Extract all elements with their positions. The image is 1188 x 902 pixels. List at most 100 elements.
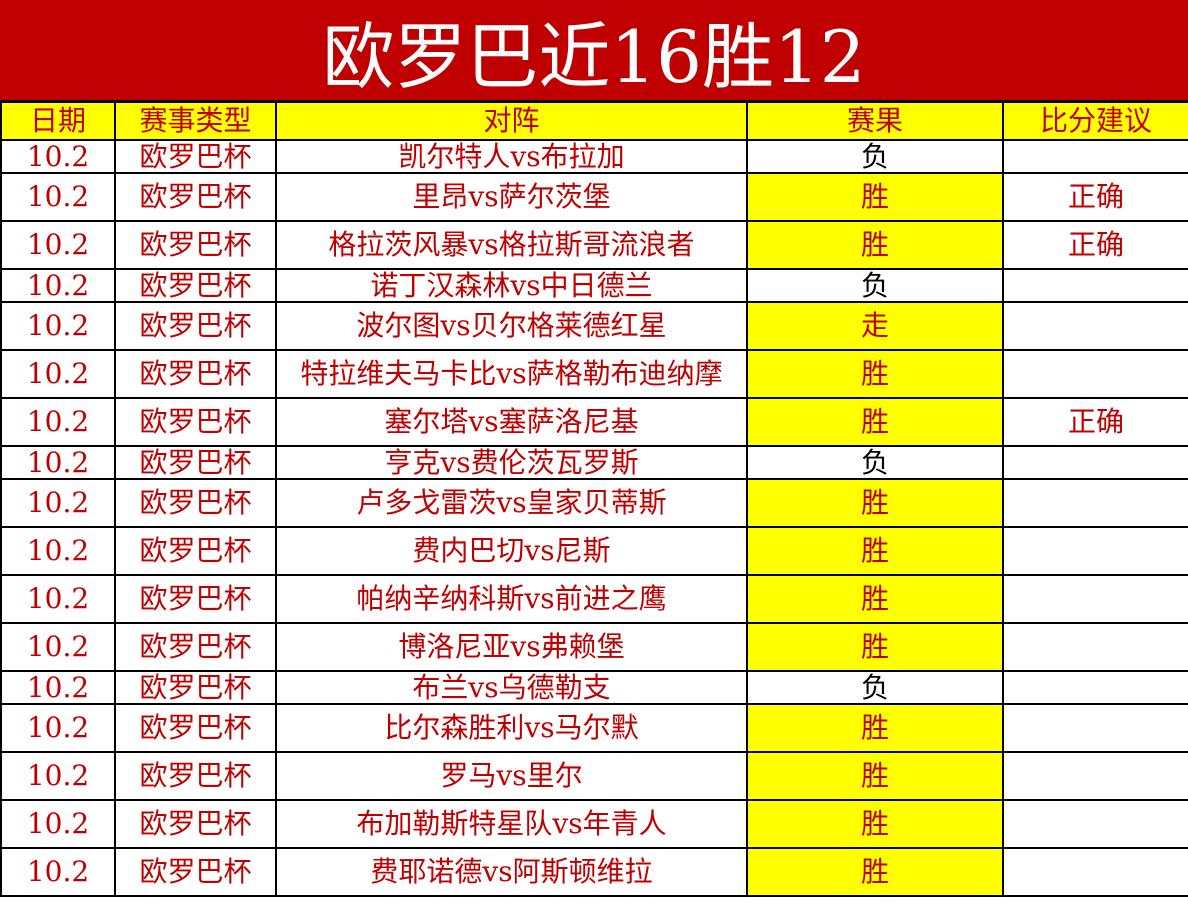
match-cell: 亨克vs费伦茨瓦罗斯 xyxy=(275,445,748,480)
result-cell: 胜 xyxy=(746,703,1004,753)
result-cell: 胜 xyxy=(746,622,1004,672)
league-cell: 欧罗巴杯 xyxy=(114,445,277,480)
result-cell: 胜 xyxy=(746,349,1004,399)
league-cell: 欧罗巴杯 xyxy=(114,526,277,576)
date-cell: 10.2 xyxy=(0,445,116,480)
league-cell: 欧罗巴杯 xyxy=(114,799,277,849)
league-cell: 欧罗巴杯 xyxy=(114,349,277,399)
date-cell: 10.2 xyxy=(0,847,116,897)
suggestion-cell: 正确 xyxy=(1002,220,1188,270)
league-cell: 欧罗巴杯 xyxy=(114,139,277,174)
header-league: 赛事类型 xyxy=(114,101,277,141)
date-cell: 10.2 xyxy=(0,172,116,222)
league-cell: 欧罗巴杯 xyxy=(114,397,277,447)
date-cell: 10.2 xyxy=(0,526,116,576)
suggestion-cell xyxy=(1002,349,1188,399)
match-cell: 博洛尼亚vs弗赖堡 xyxy=(275,622,748,672)
match-cell: 里昂vs萨尔茨堡 xyxy=(275,172,748,222)
header-date: 日期 xyxy=(0,101,116,141)
league-cell: 欧罗巴杯 xyxy=(114,670,277,705)
league-cell: 欧罗巴杯 xyxy=(114,751,277,801)
date-cell: 10.2 xyxy=(0,220,116,270)
suggestion-cell xyxy=(1002,670,1188,705)
header-suggestion: 比分建议 xyxy=(1002,101,1188,141)
suggestion-cell: 正确 xyxy=(1002,172,1188,222)
league-cell: 欧罗巴杯 xyxy=(114,574,277,624)
result-cell: 胜 xyxy=(746,847,1004,897)
suggestion-cell xyxy=(1002,139,1188,174)
date-cell: 10.2 xyxy=(0,670,116,705)
match-cell: 波尔图vs贝尔格莱德红星 xyxy=(275,301,748,351)
table-row: 10.2 欧罗巴杯 比尔森胜利vs马尔默胜 xyxy=(0,703,1188,753)
result-cell: 胜 xyxy=(746,172,1004,222)
match-cell: 诺丁汉森林vs中日德兰 xyxy=(275,268,748,303)
header-match: 对阵 xyxy=(275,101,748,141)
table-row: 10.2 欧罗巴杯 罗马vs里尔胜 xyxy=(0,751,1188,801)
suggestion-cell xyxy=(1002,445,1188,480)
match-cell: 费耶诺德vs阿斯顿维拉 xyxy=(275,847,748,897)
result-cell: 负 xyxy=(746,268,1004,303)
table-row: 10.2 欧罗巴杯 凯尔特人vs布拉加负 xyxy=(0,139,1188,174)
match-cell: 罗马vs里尔 xyxy=(275,751,748,801)
league-cell: 欧罗巴杯 xyxy=(114,703,277,753)
match-cell: 费内巴切vs尼斯 xyxy=(275,526,748,576)
date-cell: 10.2 xyxy=(0,799,116,849)
suggestion-cell xyxy=(1002,847,1188,897)
table-row: 10.2 欧罗巴杯 费内巴切vs尼斯胜 xyxy=(0,526,1188,576)
table-row: 10.2 欧罗巴杯 特拉维夫马卡比vs萨格勒布迪纳摩胜 xyxy=(0,349,1188,399)
date-cell: 10.2 xyxy=(0,301,116,351)
suggestion-cell xyxy=(1002,526,1188,576)
table-row: 10.2 欧罗巴杯 布加勒斯特星队vs年青人胜 xyxy=(0,799,1188,849)
match-cell: 特拉维夫马卡比vs萨格勒布迪纳摩 xyxy=(275,349,748,399)
league-cell: 欧罗巴杯 xyxy=(114,220,277,270)
date-cell: 10.2 xyxy=(0,574,116,624)
table-row: 10.2 欧罗巴杯 博洛尼亚vs弗赖堡胜 xyxy=(0,622,1188,672)
table-row: 10.2 欧罗巴杯 塞尔塔vs塞萨洛尼基胜正确 xyxy=(0,397,1188,447)
table-row: 10.2 欧罗巴杯 里昂vs萨尔茨堡胜正确 xyxy=(0,172,1188,222)
result-cell: 负 xyxy=(746,445,1004,480)
date-cell: 10.2 xyxy=(0,349,116,399)
suggestion-cell xyxy=(1002,751,1188,801)
table-row: 10.2 欧罗巴杯 帕纳辛纳科斯vs前进之鹰胜 xyxy=(0,574,1188,624)
suggestion-cell xyxy=(1002,574,1188,624)
match-cell: 塞尔塔vs塞萨洛尼基 xyxy=(275,397,748,447)
table-row: 10.2 欧罗巴杯 布兰vs乌德勒支负 xyxy=(0,670,1188,705)
header-row: 日期 赛事类型 对阵 赛果 比分建议 xyxy=(0,101,1188,141)
result-cell: 胜 xyxy=(746,526,1004,576)
suggestion-cell xyxy=(1002,799,1188,849)
table-row: 10.2 欧罗巴杯 费耶诺德vs阿斯顿维拉胜 xyxy=(0,847,1188,897)
suggestion-cell: 正确 xyxy=(1002,397,1188,447)
result-cell: 负 xyxy=(746,670,1004,705)
league-cell: 欧罗巴杯 xyxy=(114,478,277,528)
league-cell: 欧罗巴杯 xyxy=(114,847,277,897)
league-cell: 欧罗巴杯 xyxy=(114,301,277,351)
result-cell: 胜 xyxy=(746,751,1004,801)
date-cell: 10.2 xyxy=(0,751,116,801)
match-cell: 格拉茨风暴vs格拉斯哥流浪者 xyxy=(275,220,748,270)
suggestion-cell xyxy=(1002,478,1188,528)
match-cell: 布兰vs乌德勒支 xyxy=(275,670,748,705)
match-cell: 凯尔特人vs布拉加 xyxy=(275,139,748,174)
match-cell: 比尔森胜利vs马尔默 xyxy=(275,703,748,753)
date-cell: 10.2 xyxy=(0,268,116,303)
table-row: 10.2 欧罗巴杯 亨克vs费伦茨瓦罗斯负 xyxy=(0,445,1188,480)
date-cell: 10.2 xyxy=(0,478,116,528)
date-cell: 10.2 xyxy=(0,139,116,174)
suggestion-cell xyxy=(1002,703,1188,753)
result-cell: 胜 xyxy=(746,478,1004,528)
result-cell: 走 xyxy=(746,301,1004,351)
league-cell: 欧罗巴杯 xyxy=(114,268,277,303)
table-row: 10.2 欧罗巴杯 卢多戈雷茨vs皇家贝蒂斯胜 xyxy=(0,478,1188,528)
result-cell: 胜 xyxy=(746,799,1004,849)
result-cell: 胜 xyxy=(746,220,1004,270)
result-cell: 胜 xyxy=(746,574,1004,624)
table-row: 10.2 欧罗巴杯 格拉茨风暴vs格拉斯哥流浪者胜正确 xyxy=(0,220,1188,270)
league-cell: 欧罗巴杯 xyxy=(114,622,277,672)
results-table: 日期 赛事类型 对阵 赛果 比分建议 10.2 欧罗巴杯 凯尔特人vs布拉加负 10.… xyxy=(0,101,1188,897)
suggestion-cell xyxy=(1002,268,1188,303)
suggestion-cell xyxy=(1002,622,1188,672)
date-cell: 10.2 xyxy=(0,397,116,447)
result-cell: 负 xyxy=(746,139,1004,174)
match-cell: 布加勒斯特星队vs年青人 xyxy=(275,799,748,849)
header-result: 赛果 xyxy=(746,101,1004,141)
